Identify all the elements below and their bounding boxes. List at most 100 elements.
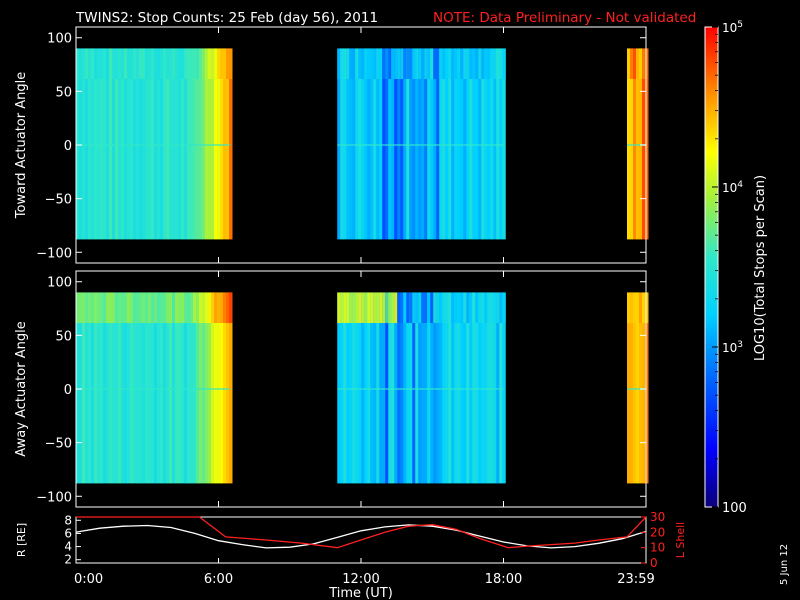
toward-heatmap-column bbox=[109, 48, 113, 240]
away-heatmap-cell bbox=[645, 292, 649, 324]
toward-heatmap-column bbox=[370, 48, 374, 240]
toward-panel-frame bbox=[75, 26, 647, 264]
toward-heatmap-cell bbox=[400, 48, 404, 80]
away-heatmap-cell bbox=[220, 292, 224, 324]
away-heatmap-column bbox=[118, 292, 122, 484]
toward-heatmap-cell bbox=[79, 48, 83, 80]
away-heatmap-column bbox=[157, 292, 161, 484]
toward-heatmap-cell bbox=[82, 48, 86, 80]
away-heatmap-cell bbox=[163, 292, 167, 324]
toward-heatmap-cell bbox=[466, 48, 470, 80]
toward-heatmap-cell bbox=[397, 48, 401, 80]
toward-heatmap-column bbox=[364, 48, 368, 240]
away-heatmap-cell bbox=[85, 292, 89, 324]
toward-heatmap-column bbox=[487, 48, 491, 240]
away-heatmap-cell bbox=[364, 292, 368, 324]
toward-heatmap-column bbox=[184, 48, 188, 240]
toward-heatmap-cell bbox=[88, 48, 92, 80]
away-heatmap-column bbox=[196, 292, 200, 484]
away-heatmap-column bbox=[181, 292, 185, 484]
toward-heatmap-cell bbox=[154, 48, 158, 80]
away-heatmap-column bbox=[406, 292, 410, 484]
toward-zero-line bbox=[337, 144, 504, 146]
toward-heatmap-cell bbox=[636, 48, 640, 80]
away-heatmap-column bbox=[439, 292, 443, 484]
away-heatmap-cell bbox=[160, 292, 164, 324]
away-heatmap-cell bbox=[223, 292, 227, 324]
toward-heatmap-column bbox=[229, 48, 233, 240]
away-heatmap-column bbox=[639, 292, 643, 484]
toward-zero-line bbox=[627, 144, 646, 146]
toward-heatmap-cell bbox=[367, 48, 371, 80]
toward-heatmap-column bbox=[394, 48, 398, 240]
toward-heatmap-cell bbox=[337, 48, 341, 80]
toward-heatmap-column bbox=[454, 48, 458, 240]
away-heatmap-column bbox=[202, 292, 206, 484]
away-heatmap-cell bbox=[493, 292, 497, 324]
away-heatmap-column bbox=[217, 292, 221, 484]
away-heatmap-column bbox=[403, 292, 407, 484]
toward-ylabel: Toward Actuator Angle bbox=[14, 72, 29, 219]
toward-heatmap-cell bbox=[214, 48, 218, 80]
away-heatmap-cell bbox=[340, 292, 344, 324]
away-heatmap-cell bbox=[436, 292, 440, 324]
away-heatmap-column bbox=[346, 292, 350, 484]
toward-heatmap-cell bbox=[463, 48, 467, 80]
toward-ytick-label: −50 bbox=[45, 193, 72, 208]
toward-heatmap-column bbox=[358, 48, 362, 240]
toward-heatmap-column bbox=[85, 48, 89, 240]
toward-heatmap-column bbox=[208, 48, 212, 240]
away-heatmap-cell bbox=[439, 292, 443, 324]
orbit-y2tick-label: 30 bbox=[650, 510, 665, 524]
away-heatmap-column bbox=[148, 292, 152, 484]
toward-heatmap-column bbox=[388, 48, 392, 240]
colorbar-label: LOG10(Total Stops per Scan) bbox=[753, 175, 768, 361]
toward-ytick-label: 100 bbox=[47, 32, 72, 47]
away-heatmap-column bbox=[199, 292, 203, 484]
toward-heatmap-cell bbox=[472, 48, 476, 80]
toward-heatmap-column bbox=[349, 48, 353, 240]
toward-heatmap-column bbox=[636, 48, 640, 240]
toward-heatmap-column bbox=[193, 48, 197, 240]
away-heatmap-cell bbox=[352, 292, 356, 324]
orbit-y2tick-label: 0 bbox=[650, 556, 658, 570]
colorbar-tick-label: 104 bbox=[722, 180, 743, 195]
away-heatmap-cell bbox=[337, 292, 341, 324]
toward-heatmap-cell bbox=[412, 48, 416, 80]
toward-heatmap-column bbox=[127, 48, 131, 240]
away-heatmap-column bbox=[136, 292, 140, 484]
away-heatmap-cell bbox=[490, 292, 494, 324]
orbit-ylabel: R [RE] bbox=[15, 523, 28, 557]
away-heatmap-column bbox=[226, 292, 230, 484]
away-heatmap-column bbox=[457, 292, 461, 484]
orbit-xtick-label: 23:59 bbox=[617, 572, 654, 587]
away-heatmap-column bbox=[484, 292, 488, 484]
toward-heatmap-cell bbox=[391, 48, 395, 80]
toward-heatmap-column bbox=[496, 48, 500, 240]
toward-heatmap-column bbox=[211, 48, 215, 240]
away-heatmap-column bbox=[478, 292, 482, 484]
toward-heatmap-column bbox=[445, 48, 449, 240]
away-heatmap-cell bbox=[193, 292, 197, 324]
away-heatmap-column bbox=[139, 292, 143, 484]
orbit-ytick-label: 2 bbox=[64, 553, 72, 567]
toward-heatmap-column bbox=[154, 48, 158, 240]
toward-heatmap-column bbox=[196, 48, 200, 240]
away-heatmap-cell bbox=[475, 292, 479, 324]
away-heatmap-cell bbox=[421, 292, 425, 324]
away-heatmap-column bbox=[475, 292, 479, 484]
away-heatmap-cell bbox=[633, 292, 637, 324]
toward-heatmap-cell bbox=[151, 48, 155, 80]
away-heatmap-column bbox=[151, 292, 155, 484]
away-heatmap-column bbox=[178, 292, 182, 484]
away-heatmap-column bbox=[409, 292, 413, 484]
away-heatmap-cell bbox=[445, 292, 449, 324]
toward-heatmap-column bbox=[382, 48, 386, 240]
away-heatmap-column bbox=[466, 292, 470, 484]
toward-heatmap-cell bbox=[496, 48, 500, 80]
toward-heatmap-column bbox=[181, 48, 185, 240]
toward-heatmap-column bbox=[217, 48, 221, 240]
away-heatmap-cell bbox=[109, 292, 113, 324]
away-heatmap-column bbox=[493, 292, 497, 484]
